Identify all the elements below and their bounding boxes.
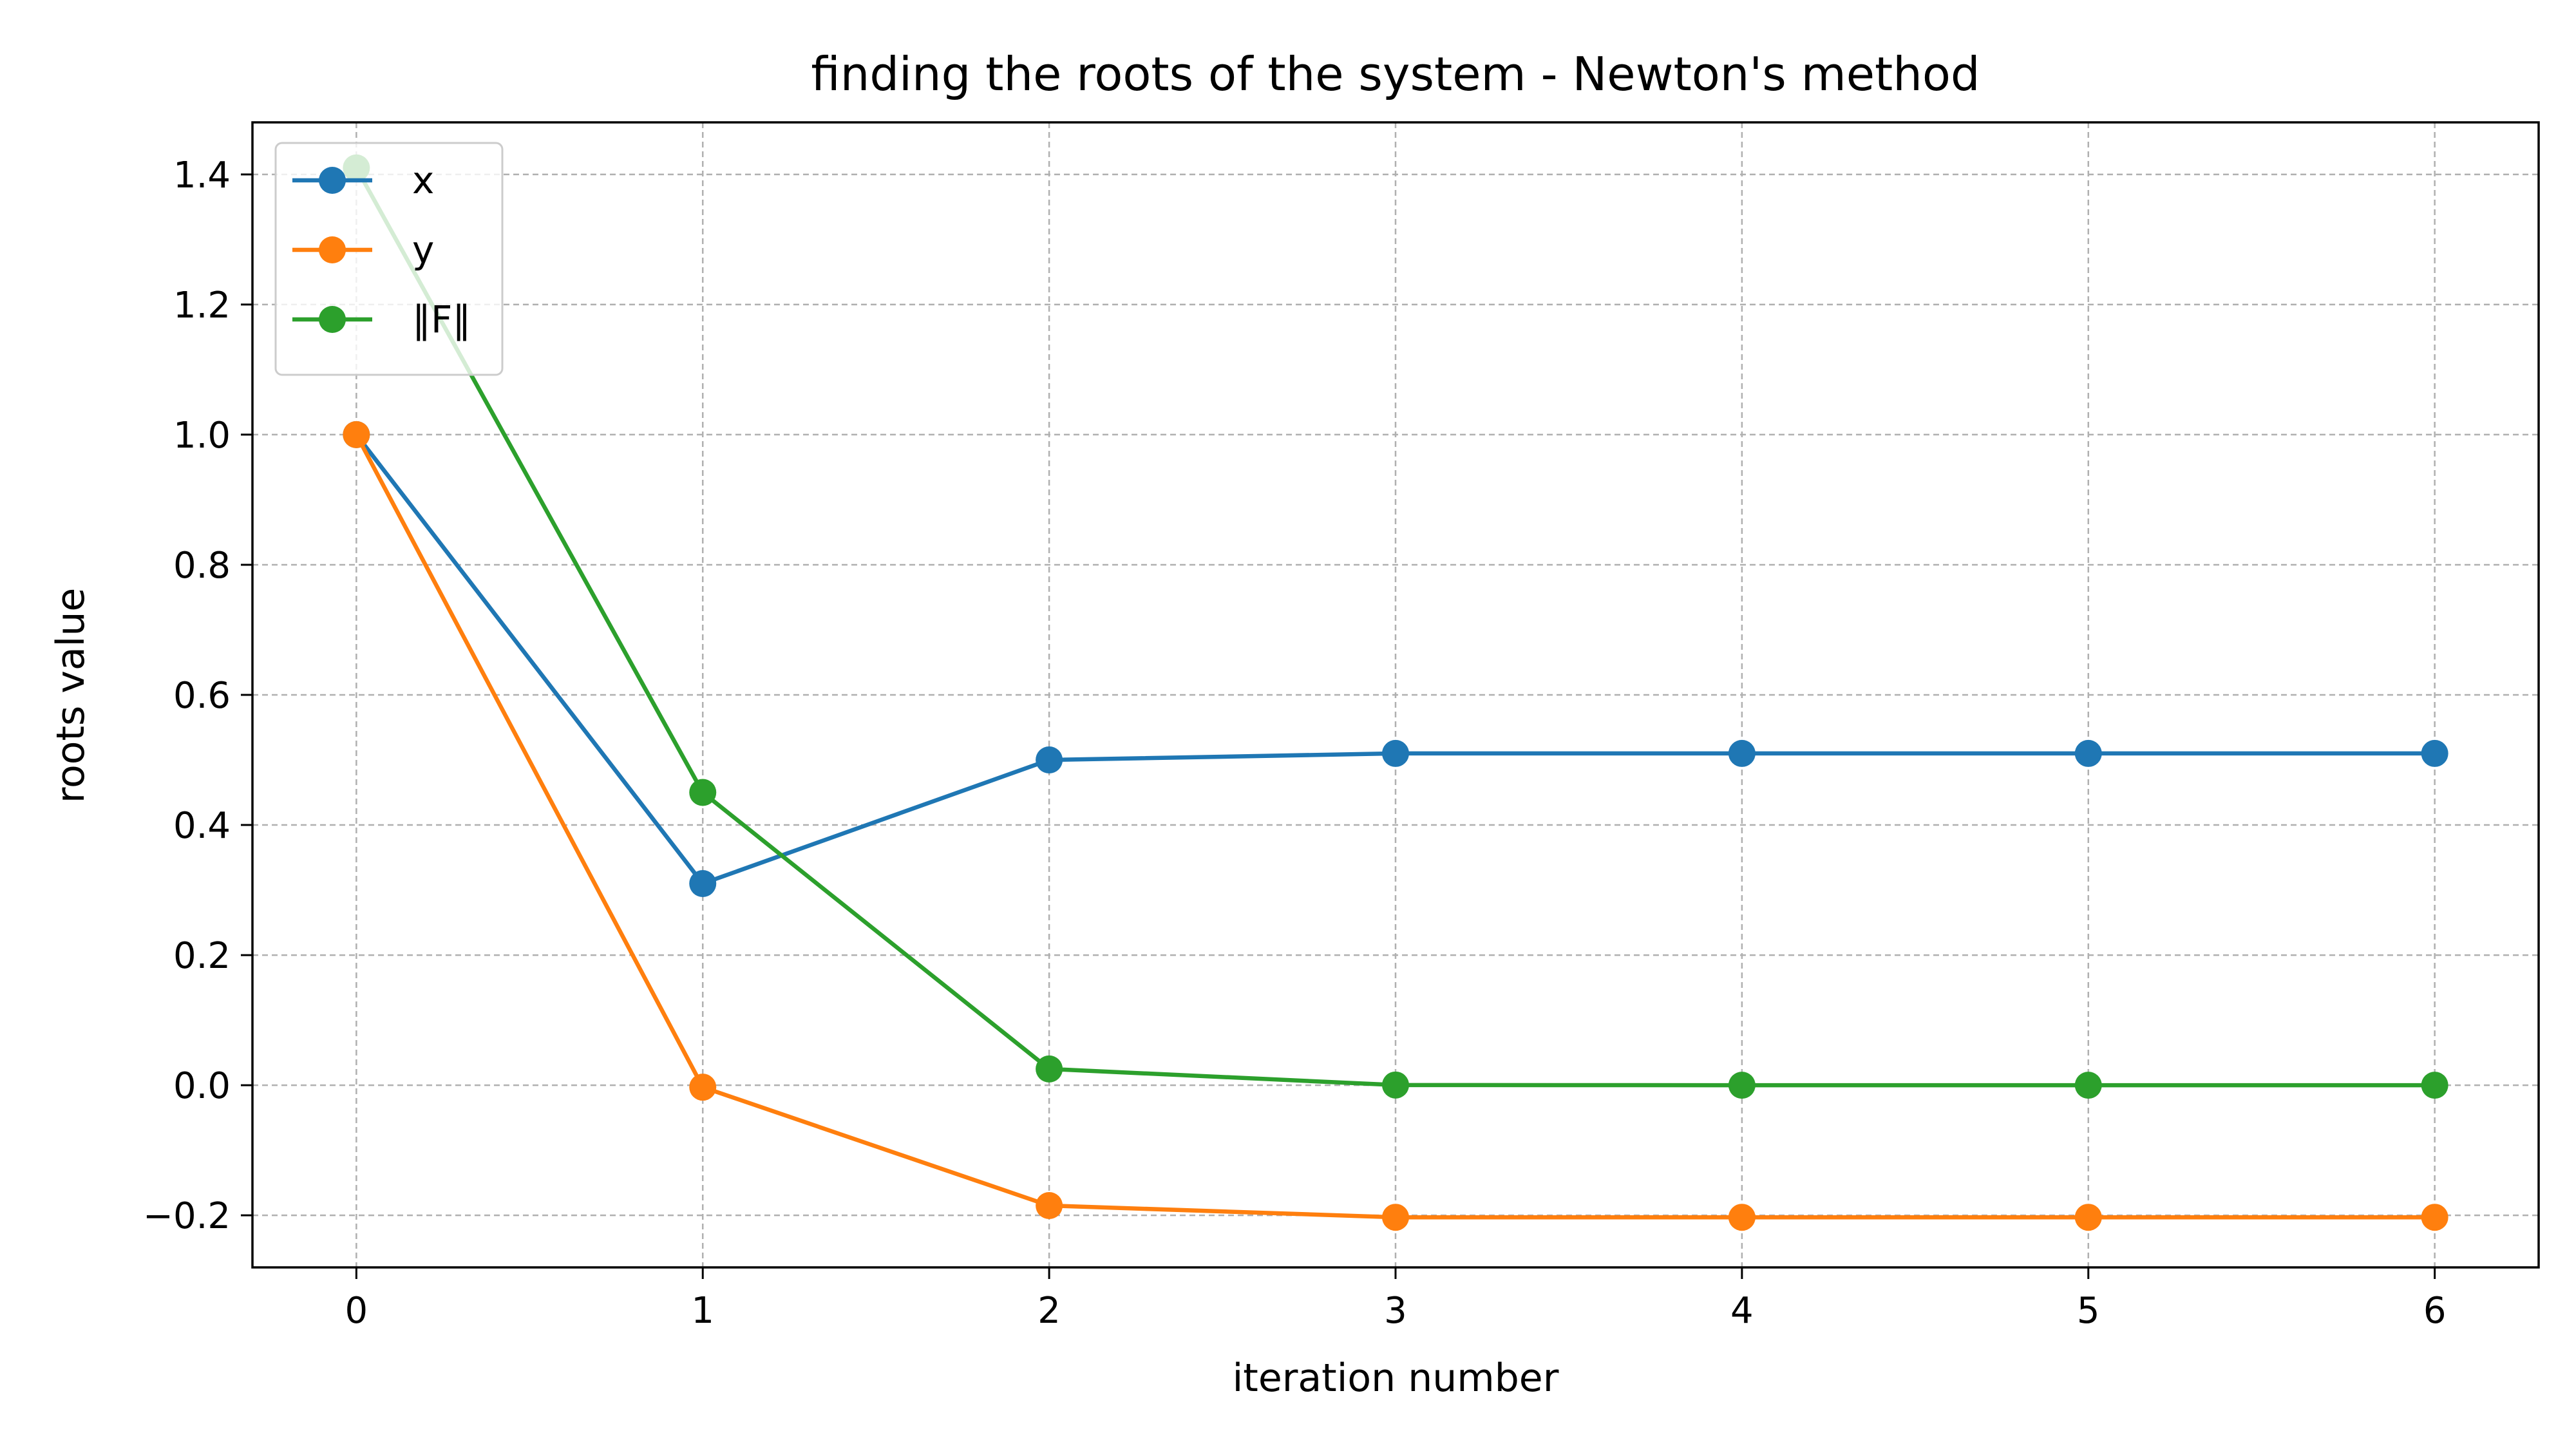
series-layer (343, 154, 2448, 1231)
legend: xy ‖F‖ (274, 142, 504, 376)
data-point (2421, 1072, 2448, 1099)
data-point (1036, 746, 1063, 774)
y-tick-label: 0.4 (173, 805, 231, 847)
y-tick-label: 0.2 (173, 935, 231, 977)
grid (252, 122, 2539, 1267)
data-point (2074, 1072, 2102, 1099)
legend-item: ‖F‖ (292, 298, 471, 341)
data-point (343, 421, 370, 448)
data-point (1728, 739, 1756, 767)
axis-ticks: 0 1 2 3 4 5 6 −0.2 0.0 0.2 0.4 0.6 0.8 1.0 1.2 1.4 (143, 155, 2446, 1332)
data-point (1036, 1192, 1063, 1220)
data-point (689, 869, 717, 897)
x-tick-label: 4 (1730, 1290, 1754, 1332)
x-tick-label: 3 (1384, 1290, 1407, 1332)
legend-item: x (292, 158, 434, 202)
legend-marker (319, 306, 346, 333)
legend-label: y (412, 228, 434, 272)
x-tick-label: 5 (2077, 1290, 2100, 1332)
data-point (1036, 1055, 1063, 1083)
legend-marker (319, 167, 346, 194)
x-axis-label: iteration number (1233, 1356, 1559, 1401)
data-point (1382, 1204, 1409, 1231)
chart-title: finding the roots of the system - Newton… (811, 47, 1980, 101)
data-point (689, 779, 717, 806)
y-tick-label: 1.0 (173, 415, 231, 457)
series-1 (343, 421, 2448, 1231)
y-tick-label: 0.8 (173, 545, 231, 587)
y-tick-label: 0.0 (173, 1065, 231, 1107)
legend-label: ‖F‖ (412, 298, 471, 341)
x-tick-label: 1 (691, 1290, 714, 1332)
data-point (689, 1074, 717, 1101)
y-tick-label: 0.6 (173, 675, 231, 717)
data-point (2074, 739, 2102, 767)
y-tick-label: −0.2 (143, 1195, 231, 1237)
data-point (2421, 739, 2448, 767)
data-point (1382, 739, 1409, 767)
legend-marker (319, 236, 346, 263)
y-axis-label: roots value (48, 588, 93, 804)
x-tick-label: 2 (1037, 1290, 1061, 1332)
data-point (2421, 1204, 2448, 1231)
data-point (2074, 1204, 2102, 1231)
x-tick-label: 6 (2423, 1290, 2447, 1332)
x-tick-label: 0 (345, 1290, 368, 1332)
legend-item: y (292, 228, 434, 272)
legend-label: x (412, 158, 434, 202)
data-point (1728, 1072, 1756, 1099)
y-tick-label: 1.4 (173, 155, 231, 196)
data-point (1728, 1204, 1756, 1231)
y-tick-label: 1.2 (173, 285, 231, 327)
data-point (1382, 1071, 1409, 1099)
